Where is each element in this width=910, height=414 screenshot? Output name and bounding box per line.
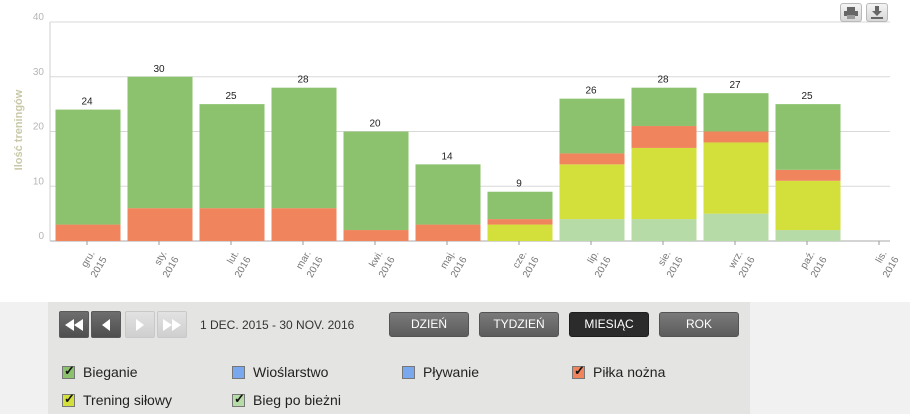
check-icon: ✓ xyxy=(574,362,585,378)
check-icon: ✓ xyxy=(64,362,75,378)
data-label: 27 xyxy=(729,80,741,91)
bar-segment xyxy=(775,230,841,241)
bar-segment xyxy=(703,213,769,241)
data-label: 25 xyxy=(801,91,813,102)
y-tick-label: 0 xyxy=(38,231,44,242)
bar-segment xyxy=(631,126,697,148)
bar-segment xyxy=(487,224,553,241)
y-tick-label: 10 xyxy=(33,176,45,187)
last-period-button[interactable] xyxy=(157,311,187,338)
bar-segment xyxy=(55,109,121,225)
prev-icon xyxy=(102,318,110,331)
bottom-area: 1 DEC. 2015 - 30 NOV. 2016 DZIEŃ TYDZIEŃ… xyxy=(0,302,910,414)
data-label: 25 xyxy=(225,91,237,102)
bar-segment xyxy=(775,180,841,231)
bar-segment xyxy=(415,224,481,241)
download-icon xyxy=(871,6,883,19)
download-button[interactable] xyxy=(866,3,888,22)
bar-segment xyxy=(559,98,625,154)
bar-segment xyxy=(127,76,193,209)
bar-segment xyxy=(343,230,409,241)
checkbox-icon xyxy=(402,365,415,379)
bar-segment xyxy=(271,208,337,241)
data-label: 9 xyxy=(516,179,522,190)
bar-segment xyxy=(775,169,841,181)
first-page-icon xyxy=(65,318,83,331)
bar-segment xyxy=(127,208,193,241)
bar-segment xyxy=(487,219,553,225)
date-range: 1 DEC. 2015 - 30 NOV. 2016 xyxy=(200,318,355,332)
next-icon xyxy=(136,318,144,331)
bar-segment xyxy=(199,208,265,241)
y-axis-title: Ilość treningów xyxy=(13,89,25,170)
data-label: 28 xyxy=(657,75,669,86)
print-icon xyxy=(844,6,858,19)
legend-label: Trening siłowy xyxy=(83,392,172,408)
y-tick-label: 20 xyxy=(33,122,45,133)
bar-segment xyxy=(703,93,769,132)
legend-label: Bieg po bieżni xyxy=(253,392,341,408)
legend-item-bieganie[interactable]: ✓ Bieganie xyxy=(62,362,138,380)
check-icon: ✓ xyxy=(234,390,245,406)
legend-item-wioslarstwo[interactable]: Wioślarstwo xyxy=(232,364,328,380)
week-button[interactable]: TYDZIEŃ xyxy=(479,312,559,337)
legend-label: Wioślarstwo xyxy=(253,364,329,380)
checkbox-icon: ✓ xyxy=(62,390,75,407)
controls-panel: 1 DEC. 2015 - 30 NOV. 2016 DZIEŃ TYDZIEŃ… xyxy=(48,302,750,414)
y-tick-label: 30 xyxy=(33,67,45,78)
y-tick-label: 40 xyxy=(33,12,45,23)
print-button[interactable] xyxy=(840,3,862,22)
bar-segment xyxy=(415,164,481,225)
legend-label: Piłka nożna xyxy=(593,364,666,380)
bar-segment xyxy=(631,147,697,220)
legend-item-pilka-nozna[interactable]: ✓ Piłka nożna xyxy=(572,362,666,380)
legend-item-plywanie[interactable]: Pływanie xyxy=(402,364,479,380)
data-label: 30 xyxy=(153,64,165,75)
bar-segment xyxy=(631,87,697,127)
bar-segment xyxy=(487,191,553,220)
day-button[interactable]: DZIEŃ xyxy=(389,312,469,337)
data-label: 20 xyxy=(369,119,381,130)
bar-segment xyxy=(343,131,409,231)
bar-segment xyxy=(631,219,697,241)
year-button[interactable]: ROK xyxy=(659,312,739,337)
checkbox-icon: ✓ xyxy=(62,362,75,379)
bar-segment xyxy=(559,164,625,220)
bar-segment xyxy=(775,104,841,170)
data-label: 14 xyxy=(441,151,453,162)
prev-period-button[interactable] xyxy=(91,311,121,338)
chart-area: 0 10 20 30 40 Ilość treningów 24 gru. 2015 30 sty.… xyxy=(13,3,902,280)
data-label: 24 xyxy=(81,97,93,108)
data-label: 26 xyxy=(585,86,597,97)
legend-item-bieg-po-biezni[interactable]: ✓ Bieg po bieżni xyxy=(232,390,341,408)
x-tick-label: lis. xyxy=(874,249,890,265)
month-button[interactable]: MIESIĄC xyxy=(569,312,649,337)
checkbox-icon: ✓ xyxy=(572,362,585,379)
bar-segment xyxy=(271,87,337,209)
checkbox-icon: ✓ xyxy=(232,390,245,407)
data-label: 28 xyxy=(297,75,309,86)
last-page-icon xyxy=(163,318,181,331)
bar-segment xyxy=(703,142,769,214)
bar-segment xyxy=(703,131,769,143)
legend-label: Pływanie xyxy=(423,364,480,380)
next-period-button[interactable] xyxy=(125,311,155,338)
checkbox-icon xyxy=(232,365,245,379)
bar-segment xyxy=(559,219,625,241)
bar-segment xyxy=(55,224,121,241)
bar-segment xyxy=(199,104,265,209)
legend-label: Bieganie xyxy=(83,364,138,380)
first-period-button[interactable] xyxy=(59,311,89,338)
check-icon: ✓ xyxy=(64,390,75,406)
bar-segment xyxy=(559,153,625,165)
legend-item-trening-silowy[interactable]: ✓ Trening siłowy xyxy=(62,390,172,408)
